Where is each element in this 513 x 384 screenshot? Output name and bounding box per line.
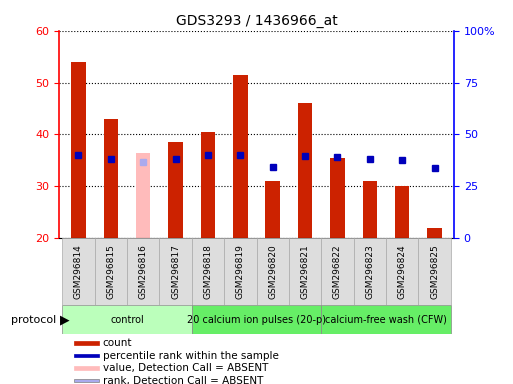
Text: GSM296814: GSM296814 — [74, 244, 83, 299]
Bar — [224, 238, 256, 305]
Bar — [136, 152, 150, 238]
Bar — [386, 238, 419, 305]
Bar — [298, 103, 312, 238]
Text: calcium-free wash (CFW): calcium-free wash (CFW) — [325, 314, 447, 325]
Bar — [265, 181, 280, 238]
Bar — [419, 238, 451, 305]
Bar — [71, 62, 86, 238]
Bar — [62, 238, 94, 305]
Text: GSM296824: GSM296824 — [398, 244, 407, 299]
Bar — [104, 119, 118, 238]
Bar — [353, 238, 386, 305]
Text: GSM296822: GSM296822 — [333, 244, 342, 299]
Text: control: control — [110, 314, 144, 325]
Text: percentile rank within the sample: percentile rank within the sample — [103, 351, 279, 361]
Bar — [256, 238, 289, 305]
Bar — [192, 305, 321, 334]
Bar — [74, 341, 98, 345]
Bar — [62, 305, 192, 334]
Text: GSM296818: GSM296818 — [204, 244, 212, 299]
Bar — [160, 238, 192, 305]
Text: GSM296819: GSM296819 — [236, 244, 245, 299]
Text: GSM296817: GSM296817 — [171, 244, 180, 299]
Bar — [330, 158, 345, 238]
Text: value, Detection Call = ABSENT: value, Detection Call = ABSENT — [103, 363, 268, 373]
Text: 20 calcium ion pulses (20-p): 20 calcium ion pulses (20-p) — [187, 314, 326, 325]
Title: GDS3293 / 1436966_at: GDS3293 / 1436966_at — [175, 14, 338, 28]
Text: GSM296816: GSM296816 — [139, 244, 148, 299]
Bar — [74, 379, 98, 382]
Text: GSM296821: GSM296821 — [301, 244, 309, 299]
Bar — [94, 238, 127, 305]
Text: ▶: ▶ — [60, 313, 70, 326]
Text: GSM296815: GSM296815 — [106, 244, 115, 299]
Bar — [74, 366, 98, 370]
Text: GSM296820: GSM296820 — [268, 244, 277, 299]
Bar — [363, 181, 377, 238]
Bar — [201, 132, 215, 238]
Bar — [192, 238, 224, 305]
Bar — [289, 238, 321, 305]
Bar — [395, 186, 409, 238]
Bar — [233, 75, 248, 238]
Bar — [427, 228, 442, 238]
Text: GSM296825: GSM296825 — [430, 244, 439, 299]
Text: count: count — [103, 338, 132, 348]
Bar — [321, 305, 451, 334]
Text: GSM296823: GSM296823 — [365, 244, 374, 299]
Text: protocol: protocol — [11, 314, 56, 325]
Bar — [74, 354, 98, 357]
Text: rank, Detection Call = ABSENT: rank, Detection Call = ABSENT — [103, 376, 263, 384]
Bar — [127, 238, 160, 305]
Bar — [321, 238, 353, 305]
Bar — [168, 142, 183, 238]
